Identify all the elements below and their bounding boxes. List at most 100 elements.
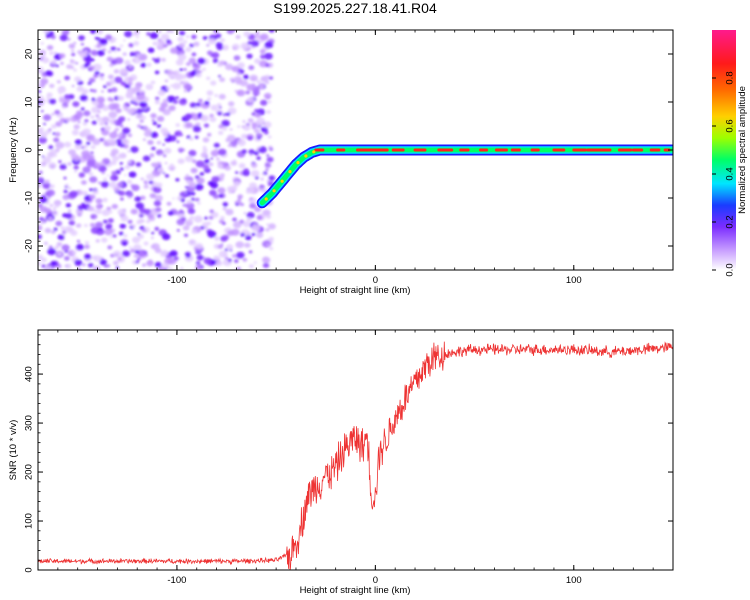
noise-speckle bbox=[144, 182, 148, 185]
noise-speckle bbox=[248, 264, 254, 269]
noise-speckle bbox=[131, 224, 136, 228]
noise-speckle bbox=[148, 180, 154, 185]
noise-speckle bbox=[242, 120, 246, 123]
noise-speckle bbox=[169, 267, 173, 270]
noise-speckle bbox=[228, 101, 235, 107]
y-tick-label: 20 bbox=[24, 49, 35, 60]
noise-speckle bbox=[250, 170, 260, 177]
noise-speckle bbox=[133, 244, 142, 251]
noise-speckle bbox=[124, 60, 131, 66]
noise-speckle bbox=[266, 243, 270, 247]
noise-speckle bbox=[256, 156, 261, 161]
noise-speckle bbox=[48, 128, 52, 131]
noise-speckle bbox=[71, 52, 76, 57]
x-tick-label: 0 bbox=[373, 275, 378, 286]
noise-speckle bbox=[266, 110, 271, 114]
noise-speckle bbox=[139, 102, 144, 106]
noise-speckle bbox=[89, 176, 98, 183]
colorbar-tick-label: 0.8 bbox=[725, 71, 736, 84]
noise-speckle bbox=[95, 221, 103, 228]
noise-speckle bbox=[174, 130, 182, 137]
noise-speckle bbox=[82, 205, 86, 208]
noise-speckle bbox=[258, 146, 267, 154]
noise-speckle bbox=[227, 143, 232, 148]
noise-speckle bbox=[176, 140, 180, 143]
noise-speckle bbox=[128, 246, 132, 249]
noise-speckle bbox=[240, 232, 246, 237]
noise-speckle bbox=[90, 49, 98, 56]
noise-speckle bbox=[200, 152, 208, 159]
noise-speckle bbox=[187, 89, 190, 93]
noise-speckle bbox=[209, 209, 214, 214]
noise-speckle bbox=[209, 116, 217, 123]
noise-speckle bbox=[268, 30, 275, 33]
noise-speckle bbox=[129, 248, 136, 253]
noise-speckle bbox=[147, 213, 154, 219]
noise-speckle bbox=[73, 68, 77, 72]
noise-speckle bbox=[209, 189, 217, 196]
noise-speckle bbox=[218, 130, 224, 135]
noise-speckle bbox=[38, 234, 42, 240]
noise-speckle bbox=[173, 256, 179, 261]
noise-speckle bbox=[233, 180, 241, 187]
noise-speckle bbox=[125, 84, 131, 89]
noise-speckle bbox=[150, 113, 157, 119]
noise-speckle bbox=[156, 182, 163, 188]
noise-speckle bbox=[107, 218, 114, 224]
noise-speckle bbox=[236, 89, 246, 97]
noise-speckle bbox=[261, 173, 265, 176]
noise-speckle bbox=[120, 255, 124, 259]
noise-speckle bbox=[262, 209, 271, 217]
noise-speckle bbox=[94, 102, 99, 106]
noise-speckle bbox=[253, 151, 259, 156]
noise-speckle bbox=[140, 195, 146, 200]
noise-speckle bbox=[44, 266, 53, 270]
noise-speckle bbox=[41, 264, 46, 268]
x-tick-label: 0 bbox=[373, 575, 378, 586]
noise-speckle bbox=[90, 145, 96, 150]
noise-speckle bbox=[202, 137, 210, 143]
y-tick-label: -20 bbox=[24, 239, 35, 253]
noise-speckle bbox=[91, 120, 97, 125]
y-tick-label: 400 bbox=[24, 366, 35, 382]
noise-speckle bbox=[262, 256, 270, 263]
noise-speckle bbox=[150, 80, 156, 85]
noise-speckle bbox=[127, 77, 134, 82]
noise-speckle bbox=[49, 204, 54, 207]
noise-speckle bbox=[73, 165, 79, 170]
colorbar: 0.0 0.2 0.4 0.6 0.8 Normalized spectral ampl… bbox=[712, 30, 748, 277]
noise-speckle bbox=[146, 32, 151, 36]
noise-speckle bbox=[101, 116, 110, 123]
noise-speckle bbox=[207, 132, 212, 137]
noise-speckle bbox=[72, 251, 77, 255]
noise-speckle bbox=[41, 257, 47, 263]
noise-speckle bbox=[188, 57, 197, 64]
noise-speckle bbox=[164, 257, 173, 265]
noise-speckle bbox=[108, 181, 117, 188]
noise-speckle bbox=[112, 250, 122, 258]
noise-speckle bbox=[216, 261, 223, 266]
noise-speckle bbox=[260, 99, 268, 106]
noise-speckle bbox=[61, 244, 70, 251]
noise-speckle bbox=[46, 151, 56, 159]
noise-speckle bbox=[177, 36, 184, 42]
noise-speckle bbox=[74, 170, 77, 173]
noise-speckle bbox=[166, 86, 171, 90]
noise-speckle bbox=[185, 62, 191, 66]
noise-speckle bbox=[87, 263, 94, 268]
noise-speckle bbox=[122, 127, 131, 134]
noise-speckle bbox=[53, 207, 56, 210]
noise-speckle bbox=[183, 233, 189, 237]
signal-track-peak bbox=[280, 179, 284, 183]
noise-speckle bbox=[242, 257, 248, 262]
noise-speckle bbox=[142, 263, 146, 267]
noise-speckle bbox=[74, 76, 82, 82]
noise-speckle bbox=[170, 167, 175, 171]
noise-speckle bbox=[67, 37, 71, 41]
noise-speckle bbox=[182, 203, 187, 207]
noise-speckle bbox=[139, 225, 145, 230]
noise-speckle bbox=[189, 215, 194, 219]
x-tick-label: -100 bbox=[167, 575, 186, 586]
noise-speckle bbox=[249, 104, 253, 108]
signal-track-peak bbox=[304, 154, 308, 158]
